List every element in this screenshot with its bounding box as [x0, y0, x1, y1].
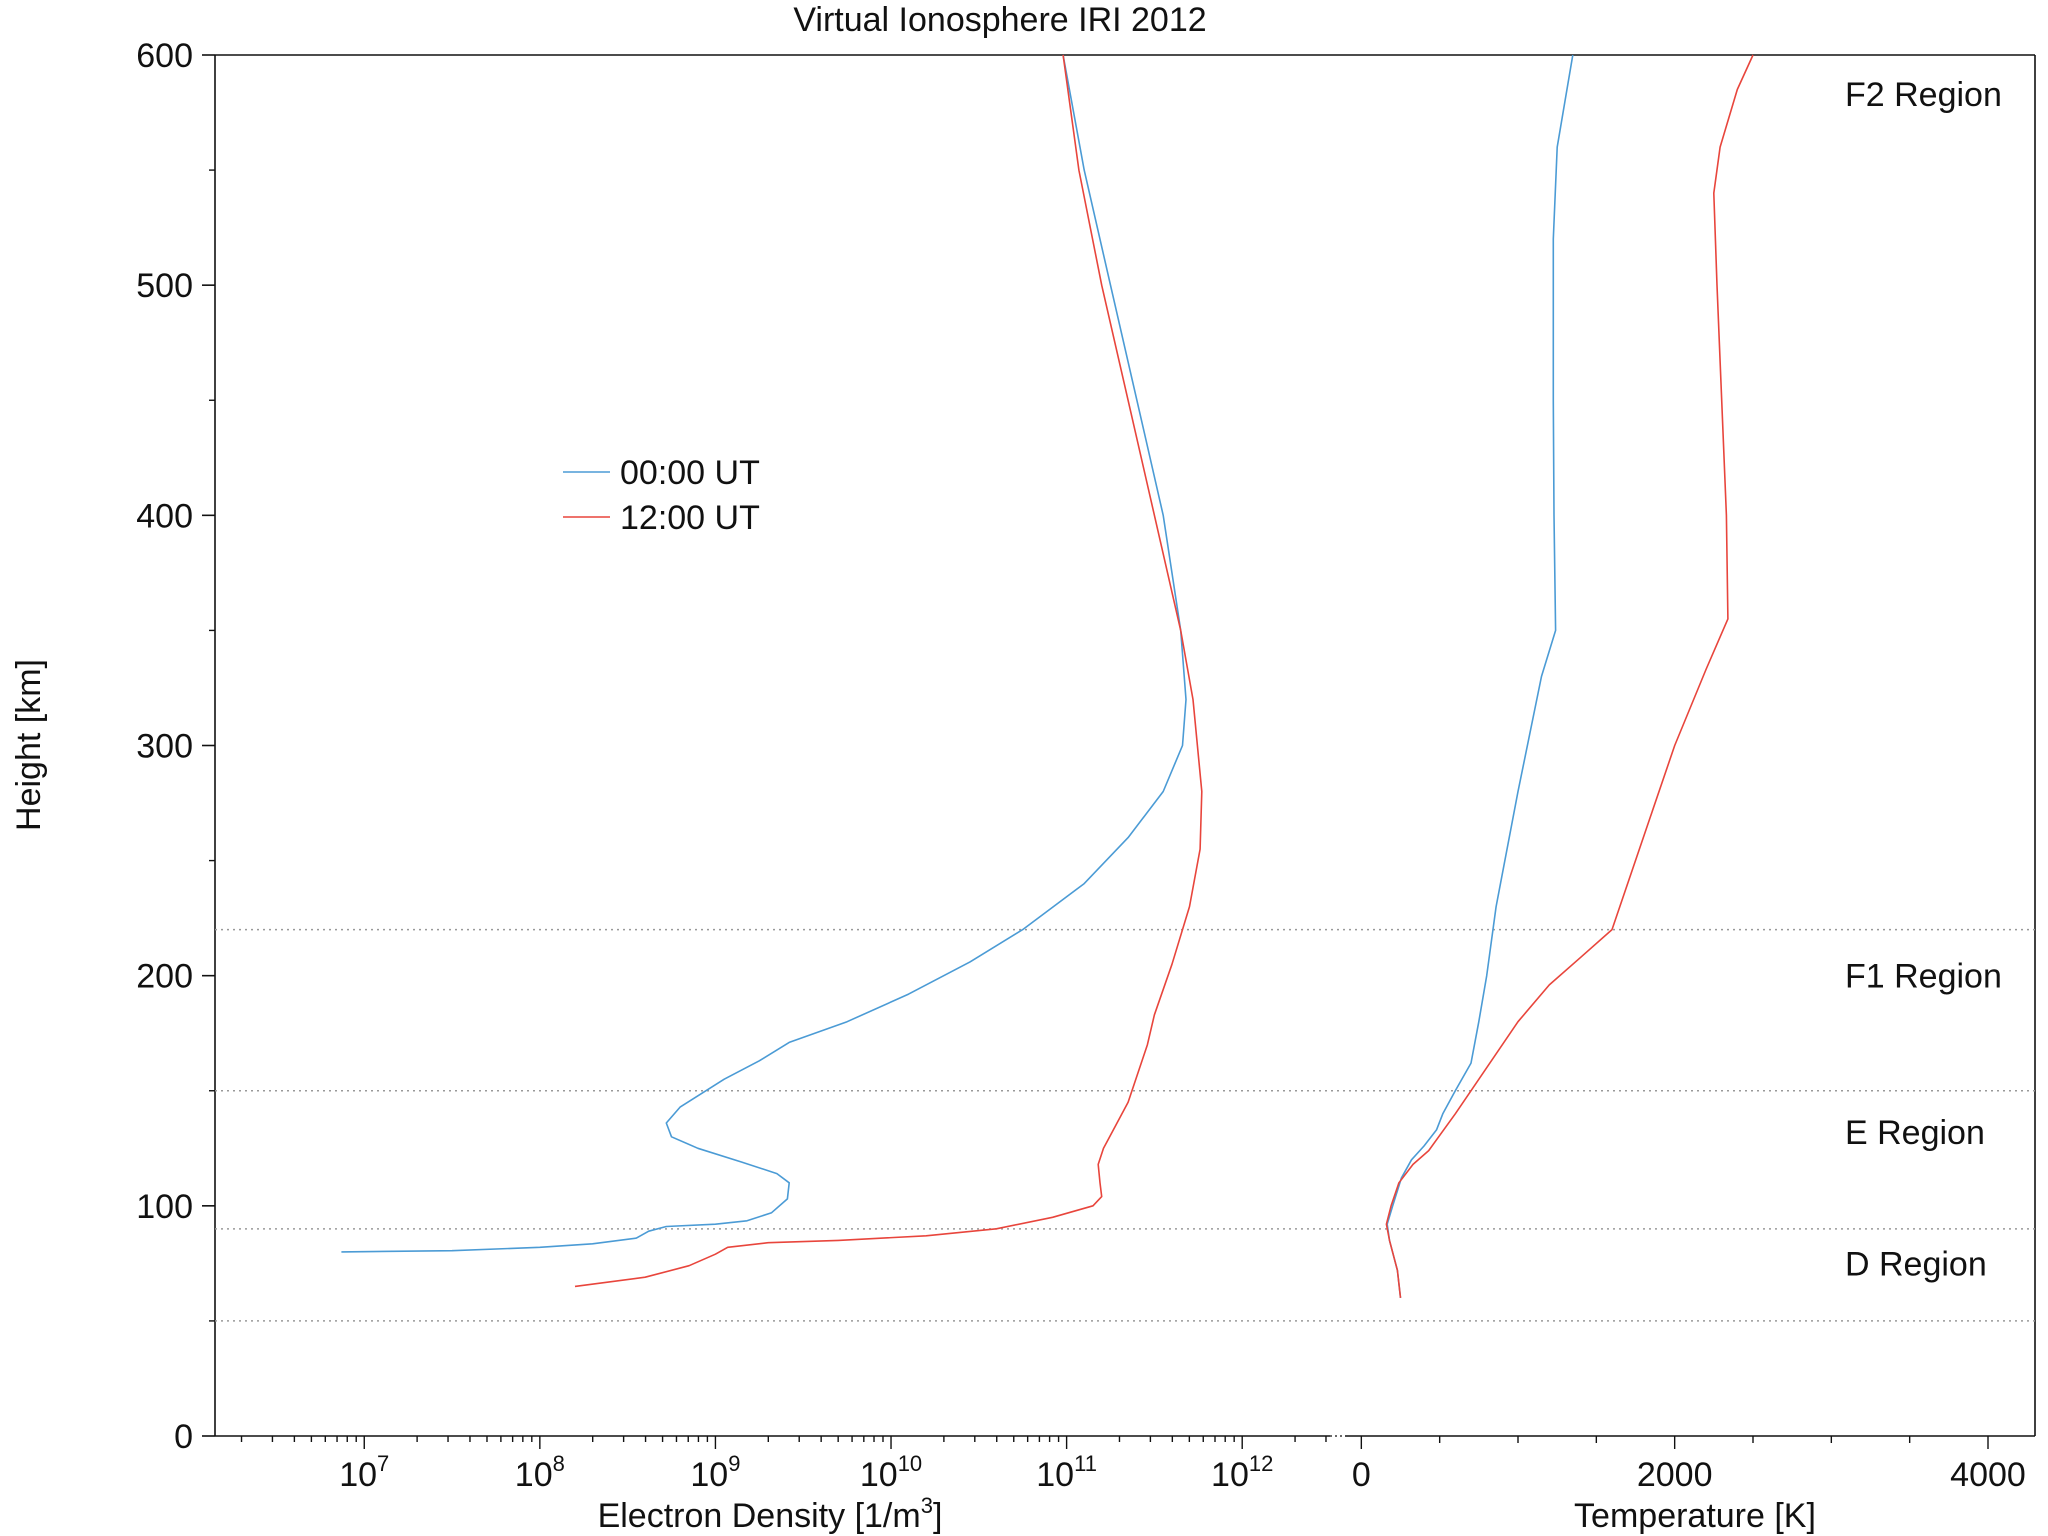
- region-labels: F2 Region F1 Region E Region D Region: [1845, 76, 2002, 1283]
- density-tick-label: 109: [690, 1451, 740, 1494]
- y-tick-label: 600: [136, 37, 193, 75]
- temperature-series-line-2: [1385, 54, 1754, 1298]
- region-label: D Region: [1845, 1245, 1987, 1283]
- density-tick-label: 1010: [860, 1451, 922, 1494]
- temperature-tick-label: 2000: [1637, 1456, 1713, 1494]
- density-axis-title-exponent: 3: [921, 1493, 933, 1518]
- temperature-series-line-1: [1386, 54, 1574, 1298]
- y-tick-label: 200: [136, 958, 193, 996]
- density-tick-label: 1011: [1036, 1451, 1097, 1494]
- y-tick-label: 500: [136, 267, 193, 305]
- density-tick-label: 1012: [1211, 1451, 1273, 1494]
- density-tick-label: 107: [339, 1451, 389, 1494]
- region-label: F1 Region: [1845, 958, 2002, 996]
- legend-label: 12:00 UT: [620, 499, 760, 537]
- legend: 00:00 UT 12:00 UT: [563, 454, 760, 537]
- density-axis-title-text: Electron Density [1/m: [598, 1497, 921, 1535]
- density-axis-title: Electron Density [1/m3]: [598, 1493, 943, 1535]
- y-axis: 0 100 200 300 400 500 600: [136, 37, 215, 1456]
- temperature-tick-label: 4000: [1950, 1456, 2026, 1494]
- y-tick-label: 0: [174, 1418, 193, 1456]
- region-boundaries: [215, 928, 2035, 1322]
- chart-title: Virtual Ionosphere IRI 2012: [793, 1, 1206, 39]
- legend-label: 00:00 UT: [620, 454, 760, 492]
- y-tick-label: 400: [136, 497, 193, 535]
- region-label: E Region: [1845, 1114, 1985, 1152]
- y-axis-title: Height [km]: [10, 659, 48, 831]
- density-x-axis: 107 108 109 1010 1011 1012: [240, 1436, 1327, 1494]
- series-layer: [341, 54, 1754, 1298]
- density-axis-title-suffix: ]: [933, 1497, 942, 1535]
- density-series-line-2: [574, 54, 1203, 1288]
- temperature-x-axis: 0 2000 4000: [1352, 1436, 2026, 1494]
- density-tick-label: 108: [515, 1451, 565, 1494]
- y-tick-label: 300: [136, 728, 193, 766]
- y-tick-label: 100: [136, 1188, 193, 1226]
- density-series-line-1: [341, 54, 1187, 1253]
- temperature-tick-label: 0: [1352, 1456, 1371, 1494]
- temperature-axis-title: Temperature [K]: [1574, 1497, 1816, 1535]
- plot-frame: [214, 54, 2036, 1437]
- region-label: F2 Region: [1845, 76, 2002, 114]
